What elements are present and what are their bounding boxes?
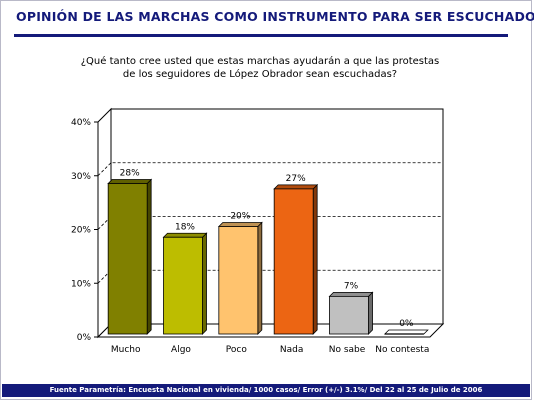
bar [218,226,259,335]
bar-side [312,183,318,335]
bar [107,183,148,335]
bar-side [146,178,152,335]
source-footer: Fuente Parametría: Encuesta Nacional en … [2,384,530,397]
chart-title: OPINIÓN DE LAS MARCHAS COMO INSTRUMENTO … [16,9,534,24]
x-category-label: No contesta [375,345,429,355]
bar [273,188,314,335]
gridline [97,216,443,230]
bar-top [273,184,319,190]
gridline [97,269,443,284]
question-line-1: ¿Qué tanto cree usted que estas marchas … [80,56,440,67]
x-category-label: No sabe [329,345,366,355]
y-tick-label: 0% [77,333,92,343]
gridline [97,162,443,177]
y-tick-label: 30% [71,172,91,182]
data-label: 18% [175,222,195,232]
question-line-2: de los seguidores de López Obrador sean … [122,69,398,80]
bar-top [217,222,263,227]
data-label: 20% [230,212,250,222]
x-category-label: Nada [280,345,303,355]
bar [329,295,369,335]
bar-side [257,221,263,335]
data-label: 0% [399,319,414,329]
survey-question: ¿Qué tanto cree usted que estas marchas … [60,55,460,81]
bar-side [202,232,207,335]
y-tick-label: 40% [71,118,91,128]
title-underline [14,34,508,37]
x-category-label: Algo [171,345,191,355]
data-label: 7% [344,281,359,291]
bar-side [368,291,373,335]
bar-top [162,232,208,238]
data-label: 27% [286,174,306,184]
x-category-label: Poco [226,345,248,355]
bar [163,236,203,335]
data-label: 28% [120,169,140,179]
x-category-label: Mucho [111,345,141,355]
bar-top [328,291,374,297]
bar-top [107,179,153,184]
y-tick-label: 20% [71,226,91,236]
y-tick-label: 10% [71,279,91,289]
